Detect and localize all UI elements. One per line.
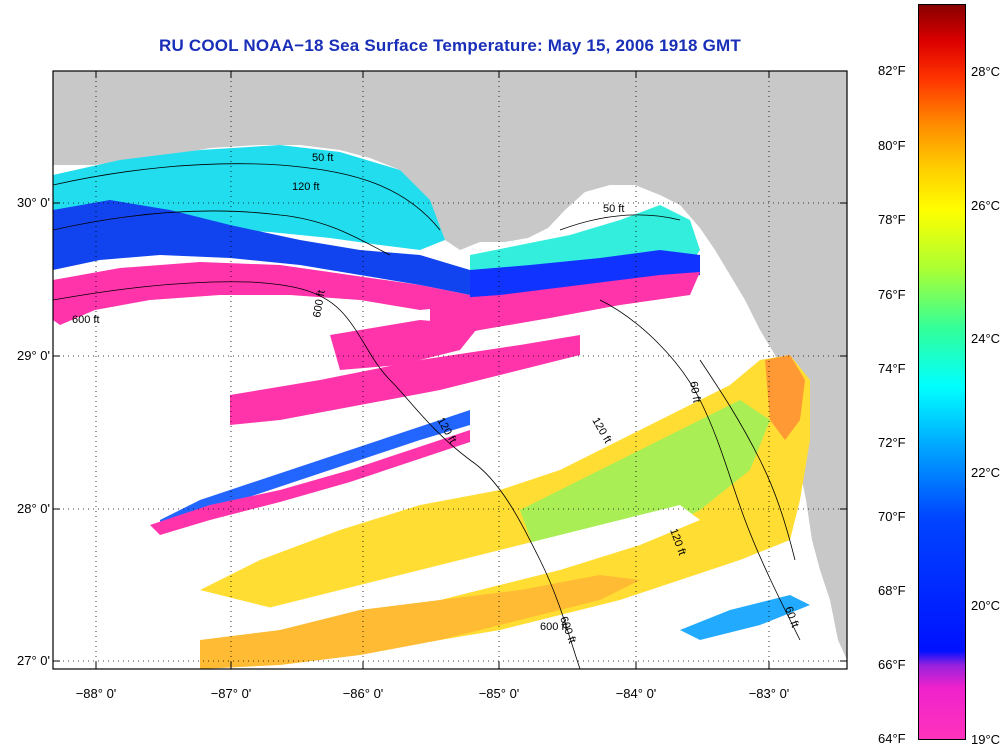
contour-120ft-east	[599, 299, 801, 641]
sst-swath-east-magenta	[430, 272, 700, 340]
bathymetry-contours	[53, 163, 801, 669]
contour-label: 600 ft	[540, 621, 568, 633]
sst-swath-south-clouds	[220, 505, 700, 640]
lat-tick-label: 27° 0'	[17, 653, 50, 668]
sst-swath-magenta-north	[53, 262, 470, 325]
colorbar-f-label: 74°F	[878, 361, 906, 376]
contour-50ft-west	[53, 163, 441, 231]
contour-600ft	[53, 281, 581, 669]
sst-swath-east-blue	[470, 250, 700, 305]
land-mass	[53, 71, 847, 660]
contour-60ft-east	[699, 359, 796, 561]
contour-label: 600 ft	[311, 289, 328, 318]
sst-swath-coastal-orange	[765, 355, 805, 440]
lat-tick-label: 29° 0'	[17, 348, 50, 363]
contour-label: 50 ft	[312, 152, 333, 164]
contour-50ft-east	[559, 214, 681, 231]
sst-swath-mid-magenta	[330, 320, 480, 370]
axis-ticks	[53, 71, 847, 669]
contour-label: 50 ft	[603, 203, 624, 215]
lon-tick-label: −86° 0'	[342, 686, 384, 701]
colorbar-f-label: 76°F	[878, 287, 906, 302]
sst-swath-diagonal-magenta	[150, 430, 470, 535]
map-content: 50 ft 120 ft 600 ft 600 ft 50 ft 60 ft 1…	[53, 71, 847, 669]
lat-tick-label: 28° 0'	[17, 501, 50, 516]
colorbar-f-label: 72°F	[878, 435, 906, 450]
sst-swath-nearshore-blue	[53, 200, 470, 295]
colorbar-c-label: 22°C	[971, 465, 1001, 480]
map-frame	[52, 70, 848, 670]
lon-tick-label: −83° 0'	[748, 686, 790, 701]
contour-120ft-west	[53, 210, 391, 256]
lon-tick-label: −85° 0'	[478, 686, 520, 701]
sst-swath-southeast-green	[520, 400, 770, 565]
map-title: RU COOL NOAA−18 Sea Surface Temperature:…	[159, 36, 741, 55]
contour-label: 60 ft	[687, 380, 703, 403]
colorbar-f-label: 70°F	[878, 509, 906, 524]
colorbar-f-label: 80°F	[878, 138, 906, 153]
contour-label: 120 ft	[292, 181, 320, 193]
colorbar-c-label: 28°C	[971, 64, 1001, 79]
colorbar-f-label: 64°F	[878, 731, 906, 746]
colorbar-f-label: 68°F	[878, 583, 906, 598]
colorbar-f-label: 78°F	[878, 212, 906, 227]
sst-swath-south-orange	[200, 575, 640, 669]
colorbar-f-label: 82°F	[878, 63, 906, 78]
sst-swath-coastal-blue-south	[680, 595, 810, 640]
colorbar-c-label: 24°C	[971, 331, 1001, 346]
lat-tick-label: 30° 0'	[17, 195, 50, 210]
sst-swath-mid-band-magenta	[230, 335, 580, 425]
temperature-colorbar	[918, 4, 966, 740]
colorbar-f-label: 66°F	[878, 657, 906, 672]
colorbar-c-label: 26°C	[971, 198, 1001, 213]
colorbar-c-label: 20°C	[971, 598, 1001, 613]
colorbar-c-label: 19°C	[971, 732, 1001, 747]
lon-tick-label: −84° 0'	[615, 686, 657, 701]
lon-tick-label: −88° 0'	[75, 686, 117, 701]
lon-tick-label: −87° 0'	[210, 686, 252, 701]
contour-label: 600 ft	[72, 314, 100, 326]
